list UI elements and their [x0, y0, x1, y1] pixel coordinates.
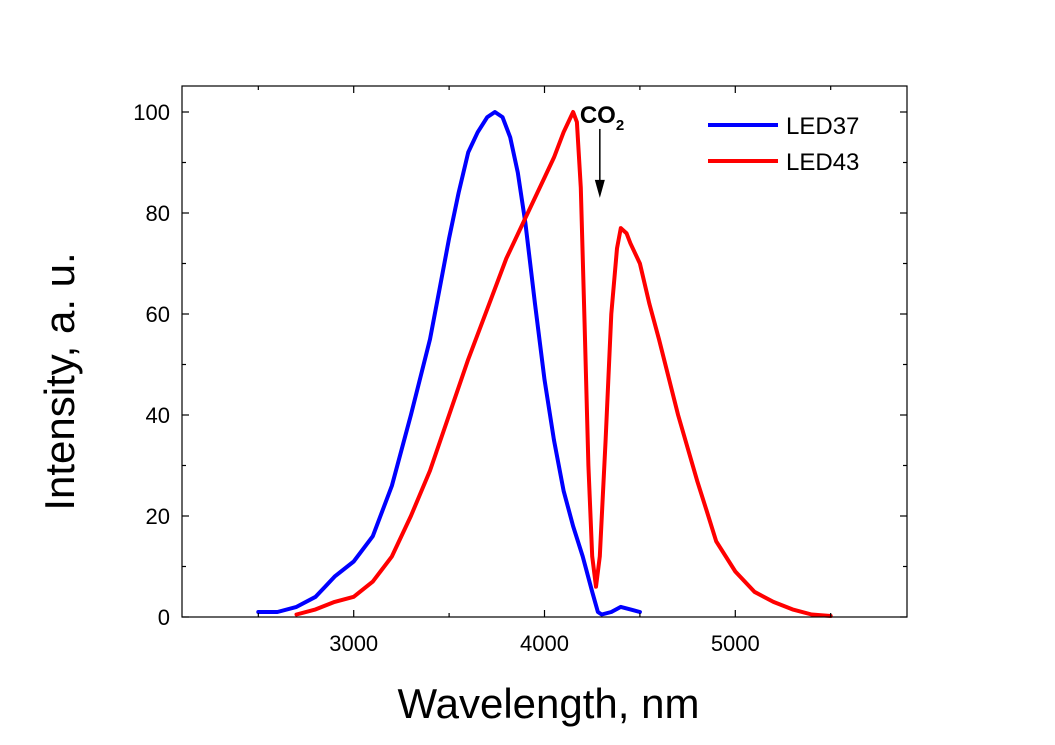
x-tick-label: 4000	[520, 631, 569, 656]
legend-label-led37: LED37	[786, 113, 859, 140]
x-tick-label: 5000	[711, 631, 760, 656]
x-axis-title: Wavelength, nm	[398, 680, 700, 727]
y-tick-label: 100	[133, 100, 170, 125]
y-tick-label: 20	[146, 504, 170, 529]
y-axis-title: Intensity, a. u.	[36, 252, 83, 510]
y-tick-label: 60	[146, 302, 170, 327]
x-tick-label: 3000	[329, 631, 378, 656]
co2-annotation-label: CO2	[580, 102, 624, 134]
y-tick-label: 80	[146, 201, 170, 226]
series-line-led37	[256, 110, 642, 617]
y-tick-label: 0	[158, 605, 170, 630]
series-line-led43	[294, 110, 833, 618]
co2-annotation-subscript: 2	[616, 117, 624, 134]
y-tick-label: 40	[146, 403, 170, 428]
co2-arrow-head	[594, 179, 605, 198]
legend-label-led43: LED43	[786, 149, 859, 176]
